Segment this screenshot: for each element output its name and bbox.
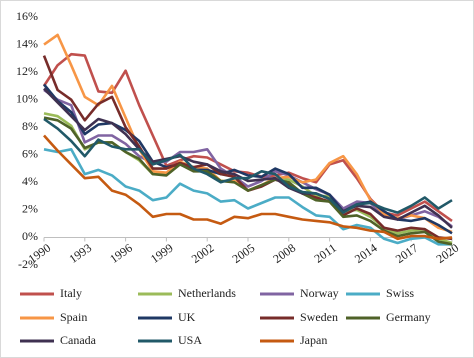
series-line — [43, 87, 453, 229]
legend-label: Norway — [300, 286, 339, 300]
y-tick-label: 2% — [22, 202, 38, 216]
series-line — [43, 134, 453, 241]
y-tick-label: 4% — [22, 174, 38, 188]
legend-label: Swiss — [386, 286, 414, 300]
legend-label: Italy — [60, 286, 82, 300]
legend-label: Canada — [60, 333, 97, 347]
legend-label: Netherlands — [178, 286, 236, 300]
y-tick-label: 0% — [22, 229, 38, 243]
y-tick-label: 10% — [16, 91, 38, 105]
legend-label: UK — [178, 310, 196, 324]
y-tick-label: 8% — [22, 119, 38, 133]
y-tick-label: 14% — [16, 36, 38, 50]
y-tick-label: 16% — [16, 9, 38, 23]
legend-label: Japan — [300, 333, 327, 347]
y-tick-label: 12% — [16, 64, 38, 78]
series-line — [43, 148, 452, 246]
y-tick-label: -2% — [18, 257, 38, 271]
legend-label: USA — [178, 333, 202, 347]
legend-label: Germany — [386, 310, 431, 324]
legend-label: Spain — [60, 310, 87, 324]
y-tick-label: 6% — [22, 147, 38, 161]
series-line — [43, 117, 453, 214]
legend-label: Sweden — [300, 310, 338, 324]
